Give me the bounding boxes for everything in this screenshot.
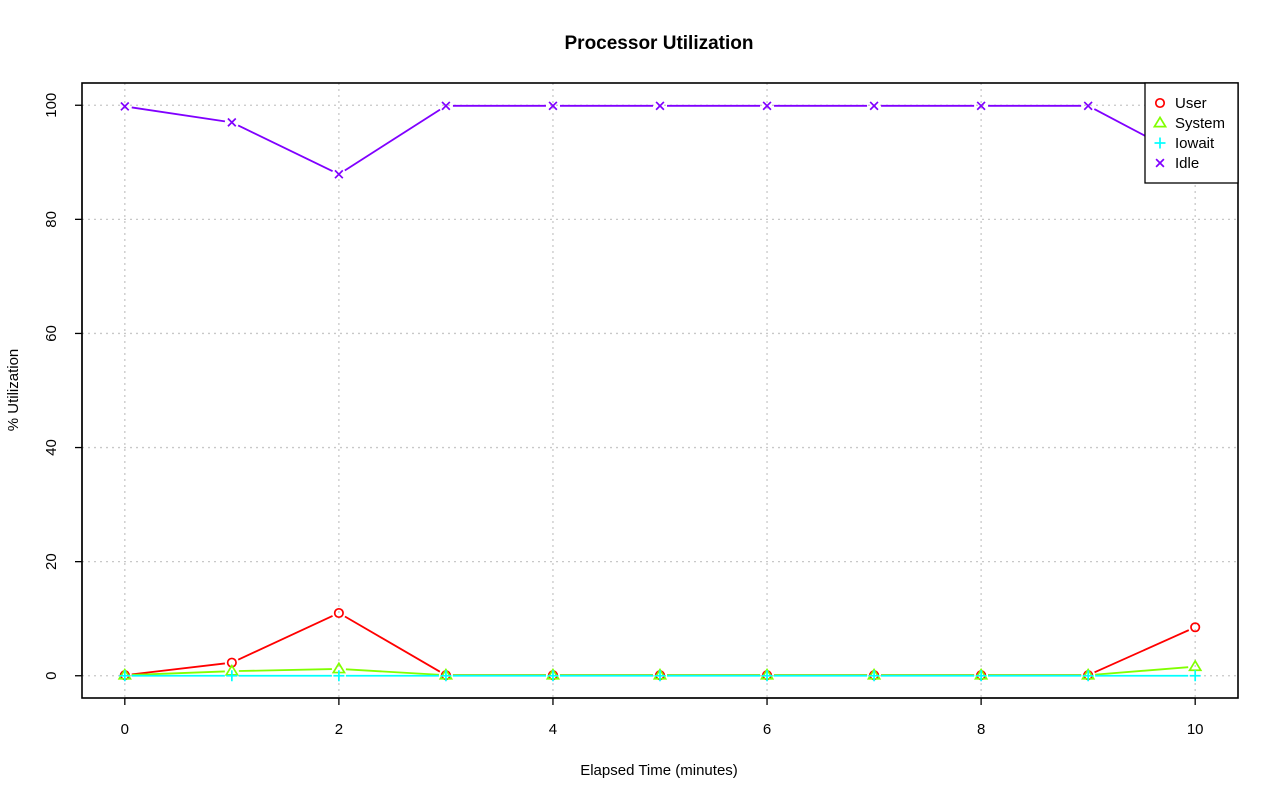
legend: User System Iowait Idle	[1144, 82, 1239, 184]
data-point-idle	[120, 101, 130, 111]
series-idle-segment	[344, 108, 441, 172]
data-point-user	[333, 607, 344, 619]
y-axis: 0 20 40 60 80 100	[43, 93, 83, 680]
data-point-iowait	[868, 670, 880, 682]
grid	[82, 83, 1238, 698]
legend-marker-idle	[1155, 158, 1165, 168]
series-system-segment	[345, 668, 439, 676]
legend-label: System	[1175, 115, 1225, 132]
data-point-idle	[1083, 101, 1093, 111]
y-tick-label: 80	[43, 211, 60, 228]
series-system-segment	[238, 668, 332, 672]
data-point-iowait	[1082, 670, 1094, 682]
legend-label: User	[1175, 95, 1207, 112]
y-tick-label: 60	[43, 325, 60, 342]
data-point-iowait	[119, 670, 131, 682]
series-system-segment	[1095, 666, 1189, 676]
plot-frame	[81, 82, 1239, 699]
data-point-iowait	[975, 670, 987, 682]
y-tick-label: 40	[43, 439, 60, 456]
series-iowait	[119, 670, 1201, 682]
data-point-idle	[869, 101, 879, 111]
data-point-user	[1190, 622, 1201, 633]
data-point-iowait	[440, 670, 452, 682]
series-group	[117, 101, 1203, 682]
data-point-idle	[548, 101, 558, 111]
legend-item-iowait: Iowait	[1154, 135, 1215, 152]
series-idle-segment	[131, 106, 226, 123]
x-tick-label: 4	[549, 721, 557, 738]
data-point-idle	[762, 101, 772, 111]
data-point-idle	[655, 101, 665, 111]
series-user-segment	[237, 615, 333, 661]
x-tick-label: 2	[335, 721, 343, 738]
data-point-idle	[441, 101, 451, 111]
legend-label: Idle	[1175, 155, 1199, 172]
legend-label: Iowait	[1175, 135, 1215, 152]
data-point-iowait	[654, 670, 666, 682]
data-point-iowait	[547, 670, 559, 682]
legend-marker-iowait	[1154, 137, 1166, 149]
y-tick-label: 100	[43, 93, 60, 118]
legend-marker-user	[1154, 97, 1166, 109]
series-user-segment	[131, 662, 226, 676]
data-point-iowait	[333, 670, 345, 682]
legend-marker-system	[1152, 115, 1168, 128]
data-point-iowait	[1189, 670, 1201, 682]
legend-item-system: System	[1152, 115, 1225, 132]
series-user-segment	[344, 615, 441, 673]
series-idle	[120, 101, 1200, 179]
series-user-segment	[1094, 629, 1190, 674]
y-tick-label: 20	[43, 553, 60, 570]
data-point-iowait	[761, 670, 773, 682]
data-point-idle	[976, 101, 986, 111]
series-system-segment	[131, 670, 225, 676]
chart-title: Processor Utilization	[565, 33, 754, 54]
y-axis-label: % Utilization	[5, 349, 22, 432]
legend-item-user: User	[1154, 95, 1207, 112]
y-tick-label: 0	[43, 672, 60, 680]
data-point-idle	[334, 169, 344, 179]
x-tick-label: 6	[763, 721, 771, 738]
x-tick-label: 10	[1187, 721, 1204, 738]
legend-item-idle: Idle	[1155, 155, 1199, 172]
x-tick-label: 0	[121, 721, 129, 738]
data-point-idle	[227, 117, 237, 127]
x-tick-label: 8	[977, 721, 985, 738]
x-axis: 0 2 4 6 8 10	[121, 697, 1204, 738]
x-axis-label: Elapsed Time (minutes)	[580, 762, 738, 779]
series-idle-segment	[237, 124, 333, 173]
data-point-iowait	[226, 670, 238, 682]
